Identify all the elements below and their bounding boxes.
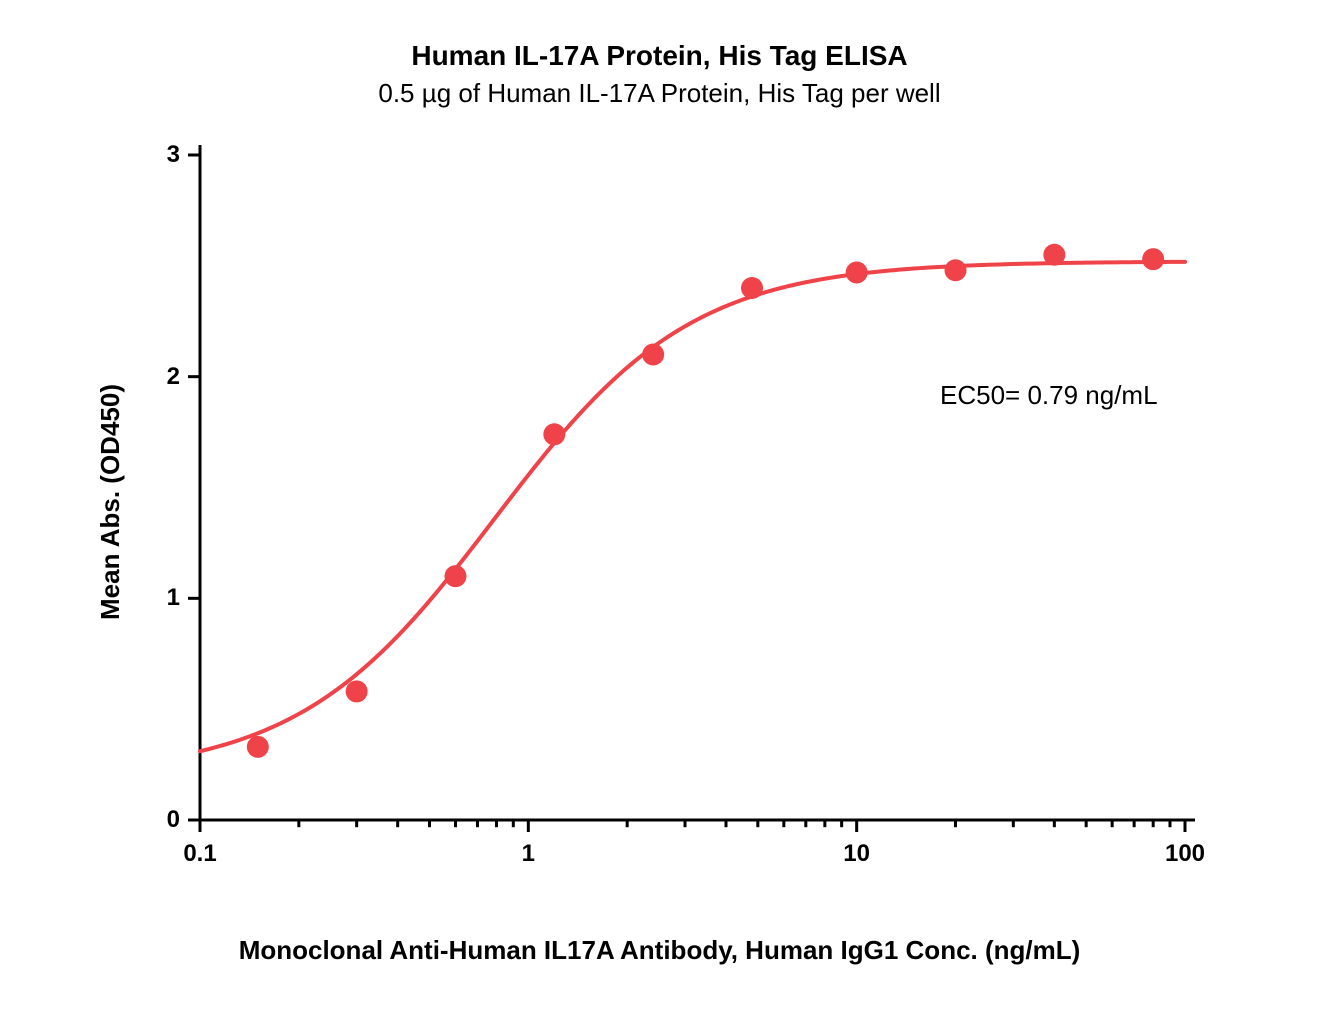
elisa-chart: Human IL-17A Protein, His Tag ELISA 0.5 …: [0, 0, 1319, 1032]
x-tick-label: 10: [817, 840, 897, 868]
x-tick-label: 0.1: [160, 840, 240, 868]
plot-svg: [0, 0, 1319, 1032]
y-tick-label: 0: [167, 806, 180, 834]
y-tick-label: 2: [167, 363, 180, 391]
y-tick-label: 3: [167, 141, 180, 169]
x-tick-label: 100: [1145, 840, 1225, 868]
x-tick-label: 1: [488, 840, 568, 868]
y-tick-label: 1: [167, 584, 180, 612]
